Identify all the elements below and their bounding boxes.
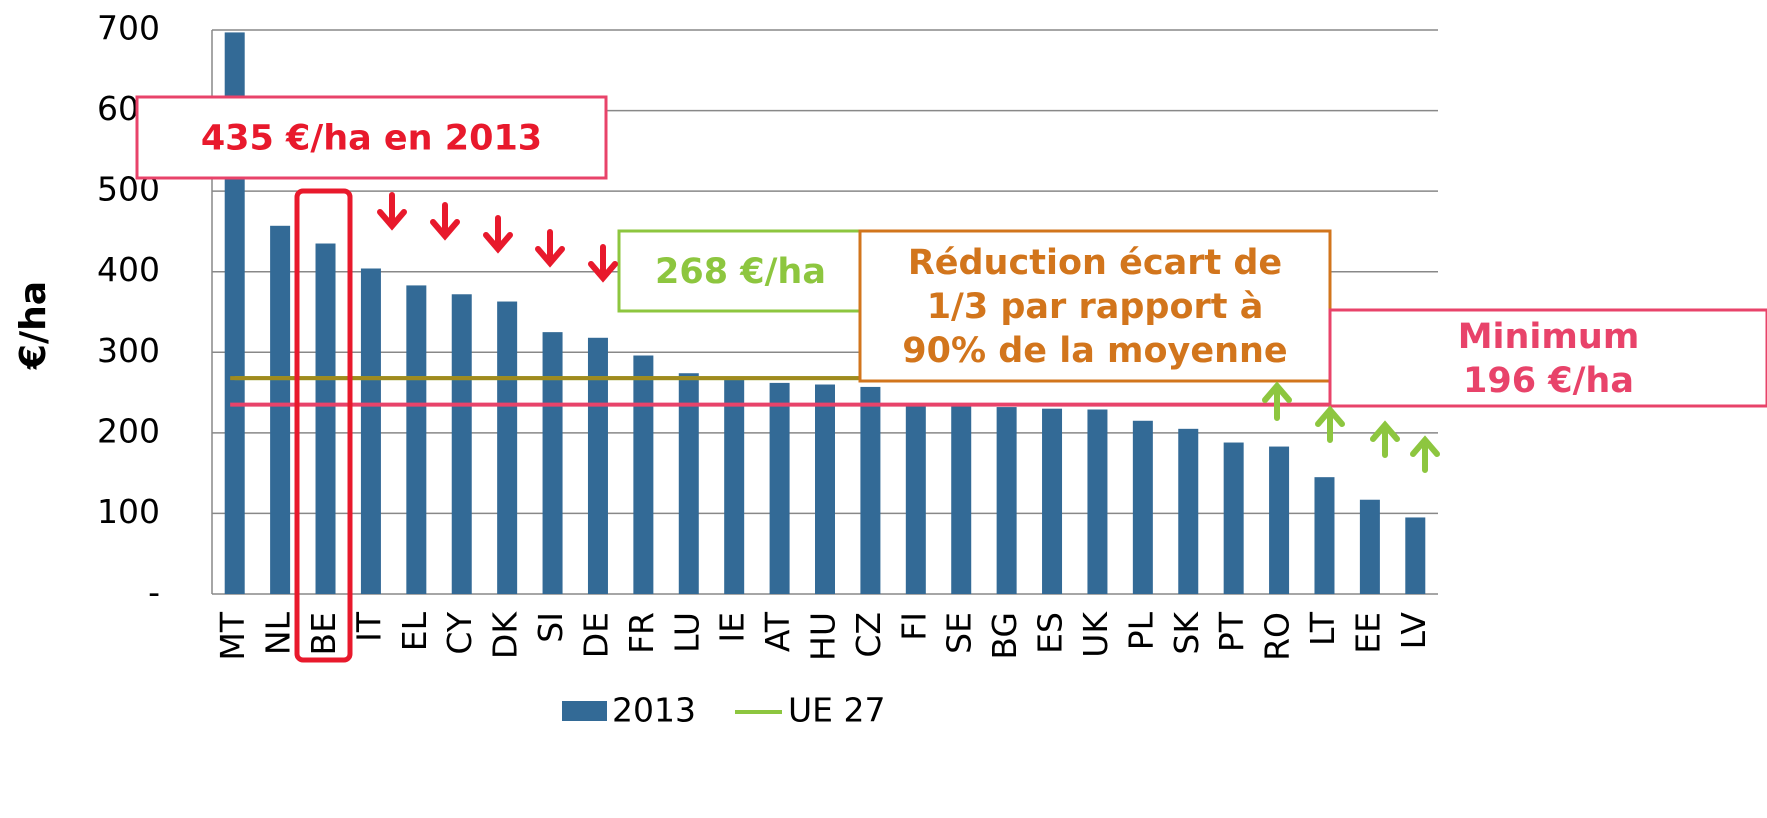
bar	[315, 243, 336, 594]
annotation-text: Minimum	[1458, 317, 1640, 357]
x-tick-label: EE	[1348, 612, 1387, 654]
bar	[860, 386, 881, 594]
annotation-text: 1/3 par rapport à	[927, 287, 1264, 327]
up-arrows	[1262, 381, 1440, 473]
x-tick-label: AT	[758, 611, 797, 652]
bar	[1132, 420, 1153, 594]
bar	[1178, 428, 1199, 594]
bar	[724, 376, 745, 594]
annotation-text: 268 €/ha	[655, 252, 826, 292]
x-tick-label: LU	[667, 612, 706, 653]
y-tick-label: 100	[97, 492, 160, 531]
y-tick-label: 200	[97, 411, 160, 450]
x-tick-label: DE	[576, 612, 615, 658]
x-tick-label: IE	[713, 612, 752, 643]
y-tick-label: 700	[97, 9, 160, 48]
bar	[1359, 499, 1380, 594]
bar	[406, 285, 427, 594]
annotation-text: 90% de la moyenne	[902, 331, 1287, 371]
bar	[360, 268, 381, 594]
bar	[678, 373, 699, 594]
x-tick-label: DK	[486, 611, 525, 659]
bar	[769, 382, 790, 594]
x-tick-label: CY	[440, 611, 479, 654]
bar	[951, 406, 972, 594]
highlight-box	[294, 188, 353, 663]
x-tick-label: SI	[531, 612, 570, 643]
x-tick-label: LT	[1303, 611, 1342, 646]
bar	[497, 301, 518, 594]
x-tick-label: LV	[1394, 612, 1433, 650]
bar	[905, 403, 926, 594]
legend-label: 2013	[612, 691, 696, 730]
annotation-text: Réduction écart de	[908, 243, 1282, 283]
x-tick-label: HU	[804, 612, 843, 661]
bar	[1269, 446, 1290, 594]
x-tick-label: SK	[1167, 611, 1206, 655]
y-tick-label: -	[148, 573, 160, 612]
x-tick-label: MT	[213, 611, 252, 660]
bar	[815, 384, 835, 594]
x-tick-label: SE	[940, 612, 979, 654]
x-tick-label: EL	[395, 611, 434, 651]
arrows	[294, 188, 1440, 663]
y-tick-label: 400	[97, 250, 160, 289]
y-tick-label: 300	[97, 331, 160, 370]
bar	[996, 407, 1017, 594]
bar	[1314, 477, 1335, 594]
x-tick-label: FR	[622, 612, 661, 654]
bar	[587, 337, 608, 594]
annotation-box	[1328, 308, 1767, 408]
bar	[1042, 408, 1063, 594]
bar	[633, 355, 654, 594]
bar	[542, 332, 563, 594]
annotation-box	[135, 95, 608, 180]
bar	[1087, 409, 1108, 594]
annotation-box	[858, 229, 1332, 383]
bar	[1405, 517, 1426, 594]
x-tick-label: IT	[349, 611, 388, 642]
x-tick-label: UK	[1076, 611, 1115, 658]
x-tick-label: PT	[1212, 611, 1251, 652]
x-tick-label: ES	[1031, 612, 1070, 654]
x-tick-label: BG	[985, 612, 1024, 660]
x-tick-label: NL	[259, 611, 298, 655]
x-tick-label: FI	[894, 612, 933, 641]
annotation-text: 196 €/ha	[1463, 361, 1634, 401]
x-tick-label: BE	[304, 612, 343, 656]
x-tick-label: RO	[1258, 612, 1297, 661]
x-tick-label: PL	[1121, 611, 1160, 650]
annotation-box	[617, 229, 864, 313]
y-axis-label: €/ha	[13, 281, 54, 370]
annotation-text: 435 €/ha en 2013	[201, 119, 542, 159]
legend-label: UE 27	[788, 691, 886, 730]
legend-swatch	[562, 701, 607, 721]
down-arrows	[377, 192, 618, 283]
x-tick-label: CZ	[849, 612, 888, 658]
bar	[451, 294, 472, 594]
bar	[270, 225, 291, 594]
bar	[1223, 442, 1244, 594]
